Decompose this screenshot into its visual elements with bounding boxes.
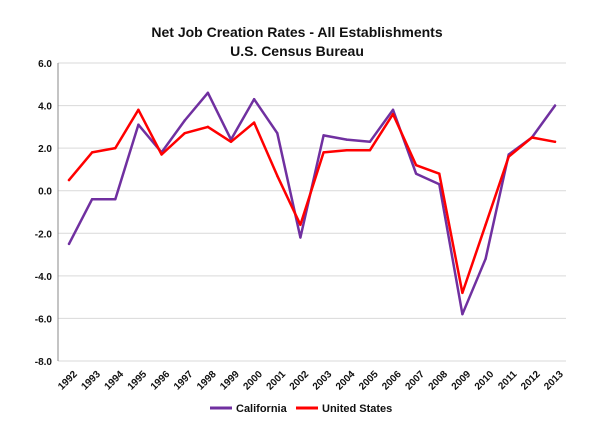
data-point — [137, 123, 140, 126]
y-tick-label: 2.0 — [38, 144, 52, 155]
data-point — [137, 108, 140, 112]
data-point — [252, 121, 256, 124]
data-point — [276, 174, 279, 178]
x-tick-label: 2010 — [473, 369, 497, 393]
data-point — [553, 140, 557, 143]
x-tick-label: 2012 — [519, 369, 543, 393]
data-point — [345, 138, 348, 141]
data-point — [299, 223, 302, 226]
data-point — [461, 312, 464, 316]
legend-label-united-states: United States — [322, 403, 392, 415]
grid-lines — [57, 62, 566, 362]
x-tick-label: 1999 — [218, 369, 242, 393]
data-point — [67, 242, 71, 246]
y-tick-label: -6.0 — [35, 314, 53, 325]
series-line-united-states — [67, 108, 557, 295]
x-tick-label: 1998 — [195, 369, 219, 393]
x-tick-label: 2006 — [380, 369, 404, 393]
legend: California United States — [210, 403, 392, 415]
x-tick-label: 2000 — [241, 369, 265, 393]
y-tick-label: 6.0 — [38, 59, 52, 70]
x-tick-label: 2002 — [288, 369, 312, 393]
y-tick-label: 4.0 — [38, 102, 52, 113]
x-tick-label: 1995 — [126, 369, 150, 393]
x-tick-label: 2005 — [357, 369, 381, 393]
y-tick-label: 0.0 — [38, 187, 52, 198]
chart-subtitle: U.S. Census Bureau — [230, 43, 364, 59]
data-point — [438, 172, 441, 175]
x-tick-label: 2013 — [542, 369, 566, 393]
data-point — [67, 178, 71, 182]
data-point — [90, 198, 94, 201]
x-tick-label: 2001 — [265, 369, 289, 393]
data-point — [90, 151, 94, 154]
data-point — [438, 183, 441, 186]
x-tick-label: 2011 — [496, 369, 519, 392]
data-point — [484, 257, 487, 261]
y-tick-label: -8.0 — [35, 357, 53, 368]
data-point — [183, 132, 186, 135]
x-tick-label: 2007 — [403, 369, 427, 393]
legend-label-california: California — [236, 403, 288, 415]
data-point — [414, 172, 418, 175]
y-axis-ticks: 6.0 4.0 2.0 0.0 -2.0 -4.0 -6.0 -8.0 — [35, 59, 53, 368]
data-point — [114, 198, 117, 201]
data-point — [160, 153, 163, 156]
data-point — [206, 91, 210, 95]
y-tick-label: -2.0 — [35, 229, 53, 240]
data-point — [368, 149, 372, 152]
data-point — [114, 146, 117, 150]
data-point — [414, 163, 418, 167]
chart-title: Net Job Creation Rates - All Establishme… — [151, 24, 442, 40]
data-point — [368, 140, 372, 143]
data-point — [183, 119, 186, 122]
data-point — [299, 236, 302, 239]
data-point — [252, 97, 256, 101]
data-point — [345, 149, 348, 152]
data-point — [229, 140, 233, 143]
x-tick-label: 1994 — [103, 369, 127, 393]
x-tick-label: 1996 — [149, 369, 173, 393]
data-point — [484, 223, 487, 226]
x-tick-label: 2009 — [450, 369, 474, 393]
data-point — [530, 136, 534, 139]
x-tick-label: 2003 — [311, 369, 335, 393]
x-tick-label: 1993 — [79, 369, 103, 393]
data-point — [461, 291, 464, 295]
y-tick-label: -4.0 — [35, 272, 53, 283]
x-axis-ticks: 1992 1993 1994 1995 1996 1997 1998 1999 2000 2001… — [56, 369, 566, 393]
data-point — [322, 134, 325, 137]
data-point — [206, 125, 210, 129]
series-line-california — [67, 91, 557, 316]
data-point — [276, 132, 279, 135]
data-point — [391, 108, 395, 112]
series-lines — [67, 91, 557, 316]
x-tick-label: 1992 — [56, 369, 80, 393]
data-point — [553, 104, 557, 107]
x-tick-label: 1997 — [172, 369, 196, 393]
x-tick-label: 2004 — [334, 369, 358, 393]
data-point — [507, 155, 510, 158]
data-point — [391, 112, 395, 116]
data-point — [322, 151, 325, 154]
x-tick-label: 2008 — [427, 369, 451, 393]
